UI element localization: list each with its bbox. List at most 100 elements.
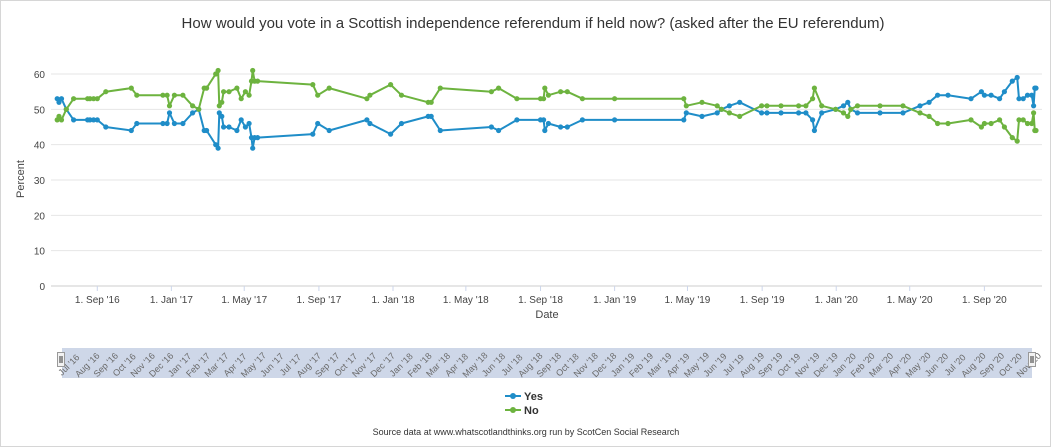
series-yes[interactable] <box>54 74 1039 151</box>
data-point[interactable] <box>171 120 177 127</box>
data-point[interactable] <box>315 92 321 98</box>
data-point[interactable] <box>160 120 166 127</box>
data-point[interactable] <box>103 89 109 95</box>
navigator-handle-left[interactable] <box>57 352 65 367</box>
data-point[interactable] <box>681 117 687 123</box>
data-point[interactable] <box>796 110 802 116</box>
data-point[interactable] <box>364 117 370 123</box>
data-point[interactable] <box>810 117 816 123</box>
data-point[interactable] <box>726 103 733 109</box>
data-point[interactable] <box>778 103 784 109</box>
data-point[interactable] <box>1001 124 1008 130</box>
data-point[interactable] <box>91 96 97 102</box>
series-no[interactable] <box>54 67 1039 144</box>
data-point[interactable] <box>1014 138 1020 144</box>
data-point[interactable] <box>238 96 244 102</box>
data-point[interactable] <box>810 96 816 102</box>
data-point[interactable] <box>778 110 784 116</box>
data-point[interactable] <box>171 92 177 98</box>
data-point[interactable] <box>997 117 1003 123</box>
data-point[interactable] <box>428 99 434 105</box>
data-point[interactable] <box>1001 89 1008 95</box>
data-point[interactable] <box>726 110 733 116</box>
data-point[interactable] <box>310 131 316 137</box>
data-point[interactable] <box>388 131 394 137</box>
data-point[interactable] <box>190 103 196 109</box>
data-point[interactable] <box>1029 92 1035 98</box>
data-point[interactable] <box>190 110 196 116</box>
data-point[interactable] <box>699 99 705 105</box>
data-point[interactable] <box>71 117 77 123</box>
data-point[interactable] <box>945 120 951 127</box>
data-point[interactable] <box>926 113 932 119</box>
data-point[interactable] <box>558 124 564 130</box>
data-point[interactable] <box>166 103 173 109</box>
data-point[interactable] <box>541 96 547 102</box>
data-point[interactable] <box>204 127 210 134</box>
data-point[interactable] <box>255 135 261 141</box>
data-point[interactable] <box>1033 127 1039 134</box>
data-point[interactable] <box>945 92 951 98</box>
data-point[interactable] <box>437 85 443 91</box>
data-point[interactable] <box>219 113 225 119</box>
data-point[interactable] <box>1031 110 1037 116</box>
data-point[interactable] <box>164 92 170 98</box>
data-point[interactable] <box>242 89 248 95</box>
data-point[interactable] <box>759 103 765 109</box>
data-point[interactable] <box>1029 120 1035 127</box>
data-point[interactable] <box>997 96 1003 102</box>
data-point[interactable] <box>545 120 552 127</box>
data-point[interactable] <box>988 120 994 127</box>
data-point[interactable] <box>388 82 394 88</box>
data-point[interactable] <box>978 124 985 130</box>
data-point[interactable] <box>737 113 743 119</box>
data-point[interactable] <box>1033 85 1039 91</box>
data-point[interactable] <box>364 96 370 102</box>
data-point[interactable] <box>759 110 765 116</box>
data-point[interactable] <box>58 117 65 123</box>
data-point[interactable] <box>811 127 818 134</box>
data-point[interactable] <box>310 82 316 88</box>
data-point[interactable] <box>1024 92 1031 98</box>
data-point[interactable] <box>180 92 186 98</box>
data-point[interactable] <box>564 124 570 130</box>
data-point[interactable] <box>978 89 985 95</box>
data-point[interactable] <box>215 145 221 151</box>
data-point[interactable] <box>91 117 97 123</box>
data-point[interactable] <box>764 110 770 116</box>
data-point[interactable] <box>1031 103 1037 109</box>
data-point[interactable] <box>367 92 373 98</box>
data-point[interactable] <box>250 145 256 151</box>
data-point[interactable] <box>242 124 248 130</box>
data-point[interactable] <box>250 67 256 74</box>
data-point[interactable] <box>94 96 100 102</box>
data-point[interactable] <box>840 110 847 116</box>
data-point[interactable] <box>564 89 570 95</box>
data-point[interactable] <box>579 117 586 123</box>
data-point[interactable] <box>166 110 173 116</box>
data-point[interactable] <box>87 117 93 123</box>
data-point[interactable] <box>496 85 502 91</box>
data-point[interactable] <box>737 99 743 105</box>
data-point[interactable] <box>246 120 252 127</box>
data-point[interactable] <box>764 103 770 109</box>
data-point[interactable] <box>968 96 974 102</box>
data-point[interactable] <box>367 120 373 127</box>
data-point[interactable] <box>134 120 140 127</box>
data-point[interactable] <box>714 110 720 116</box>
data-point[interactable] <box>134 92 140 98</box>
data-point[interactable] <box>542 127 548 134</box>
data-point[interactable] <box>714 103 720 109</box>
data-point[interactable] <box>196 106 202 112</box>
data-point[interactable] <box>226 124 232 130</box>
data-point[interactable] <box>398 120 405 127</box>
data-point[interactable] <box>326 85 332 91</box>
data-point[interactable] <box>326 127 332 134</box>
data-point[interactable] <box>71 96 77 102</box>
data-point[interactable] <box>877 103 883 109</box>
data-point[interactable] <box>699 113 705 119</box>
data-point[interactable] <box>94 117 100 123</box>
data-point[interactable] <box>681 96 687 102</box>
data-point[interactable] <box>87 96 93 102</box>
